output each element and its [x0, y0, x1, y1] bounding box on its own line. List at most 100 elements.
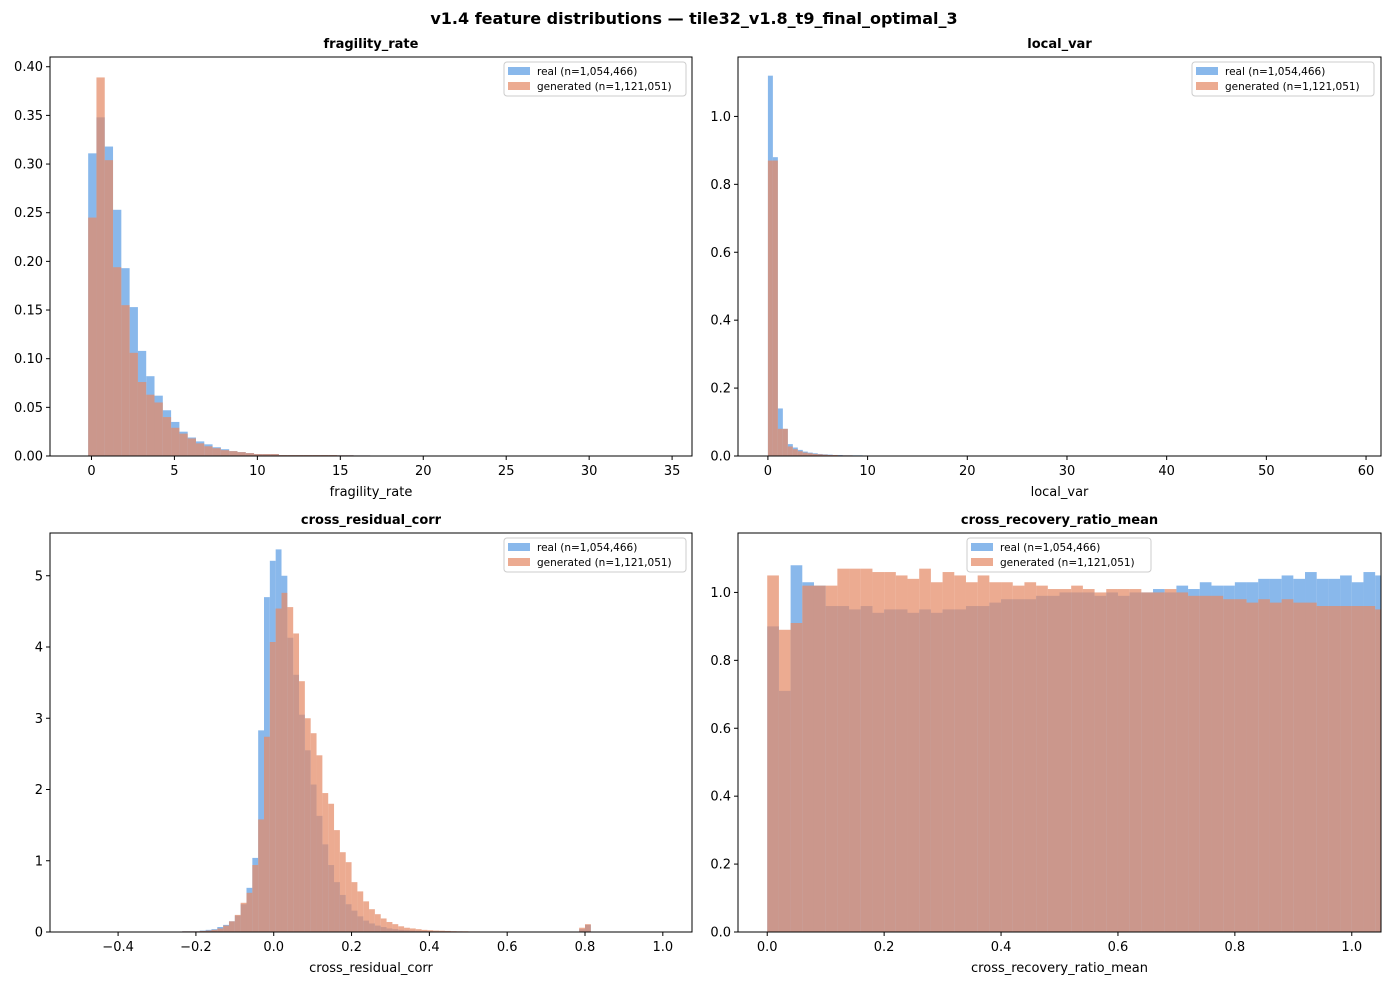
generated-bar	[1269, 602, 1282, 932]
legend-swatch	[1196, 82, 1218, 90]
x-tick-label: 0.4	[419, 940, 440, 955]
generated-bar	[234, 914, 241, 932]
generated-bar	[1071, 585, 1083, 932]
x-tick-label: 0	[764, 464, 772, 479]
generated-bar	[444, 930, 451, 932]
legend-label: generated (n=1,121,051)	[1000, 557, 1135, 569]
generated-bar	[245, 453, 255, 456]
y-tick-label: 0.4	[710, 314, 731, 329]
x-tick-label: 0	[87, 464, 95, 479]
generated-bar	[965, 582, 978, 932]
generated-bar	[825, 585, 838, 932]
generated-bar	[884, 572, 896, 932]
generated-bar	[392, 924, 399, 932]
generated-bar	[137, 382, 147, 456]
generated-bar	[1234, 599, 1247, 932]
generated-bar	[146, 394, 155, 456]
generated-bar	[204, 446, 213, 456]
generated-bar	[797, 451, 803, 456]
y-tick-label: 3	[35, 712, 43, 727]
generated-bar	[304, 718, 311, 932]
y-tick-label: 0.25	[14, 206, 43, 221]
x-tick-label: 20	[959, 464, 976, 479]
generated-bar	[767, 160, 773, 456]
subplot-cross-recovery-ratio-mean: 0.0 0.2 0.4 0.6 0.8 1.0 0.0 0.2 0.4 0.6 0.8 1.0 cros…	[710, 513, 1382, 976]
legend-swatch	[971, 543, 993, 551]
generated-bar	[817, 454, 823, 456]
generated-bar	[849, 568, 861, 932]
generated-bar	[154, 402, 163, 456]
generated-bar	[351, 882, 358, 932]
legend-label: generated (n=1,121,051)	[537, 81, 672, 93]
x-tick-label: 0.4	[991, 940, 1012, 955]
generated-bar	[113, 267, 122, 456]
subplot-local-var: 0 10 20 30 40 50 60 0.0 0.2 0.4 0.6 0.8 1.0 local_var…	[710, 37, 1382, 500]
generated-bar	[264, 736, 270, 932]
generated-bar	[421, 929, 428, 932]
x-tick-label: 40	[1158, 464, 1175, 479]
y-tick-label: 0.15	[14, 304, 43, 319]
generated-bar	[787, 446, 793, 456]
generated-bar	[1281, 599, 1294, 932]
y-tick-label: 0	[35, 926, 43, 941]
x-axis-label: fragility_rate	[330, 485, 413, 500]
legend-label: generated (n=1,121,051)	[1225, 81, 1360, 93]
generated-bar	[792, 449, 798, 456]
generated-bar	[1094, 592, 1107, 932]
generated-bar	[813, 585, 826, 932]
generated-bar	[398, 926, 405, 932]
x-tick-label: −0.2	[180, 940, 212, 955]
generated-bar	[778, 629, 791, 932]
y-tick-label: 0.6	[710, 246, 731, 261]
x-axis-label: cross_recovery_ratio_mean	[971, 961, 1148, 976]
generated-bar	[334, 830, 340, 932]
generated-bar	[1375, 609, 1381, 932]
generated-bar	[954, 575, 966, 932]
generated-bar	[772, 160, 778, 456]
y-tick-label: 5	[35, 569, 43, 584]
y-tick-label: 0.8	[710, 654, 731, 669]
generated-bar	[171, 427, 180, 456]
generated-bar	[205, 930, 212, 932]
generated-bar	[254, 454, 263, 456]
generated-bar	[919, 568, 931, 932]
x-tick-label: −0.4	[102, 940, 134, 955]
generated-bar	[369, 909, 375, 932]
generated-bar	[790, 622, 803, 932]
y-tick-label: 1.0	[710, 110, 731, 125]
generated-bar	[258, 819, 264, 932]
generated-bar	[1001, 582, 1013, 932]
y-tick-label: 0.6	[710, 722, 731, 737]
generated-bar	[409, 928, 416, 932]
legend-frame	[503, 537, 687, 573]
x-tick-label: 25	[498, 464, 515, 479]
generated-bar	[269, 642, 276, 932]
y-tick-label: 0.35	[14, 109, 43, 124]
subplot-title: fragility_rate	[324, 37, 419, 52]
generated-bar	[404, 927, 410, 932]
x-axis-label: cross_residual_corr	[309, 961, 433, 976]
generated-bar	[907, 578, 920, 932]
y-tick-label: 0.30	[14, 158, 43, 173]
generated-bar	[1059, 589, 1072, 932]
generated-bar	[1316, 606, 1329, 932]
generated-bar	[777, 428, 783, 456]
legend-frame	[966, 537, 1152, 573]
y-tick-label: 0.00	[14, 450, 43, 465]
generated-bar	[179, 433, 188, 456]
legend-frame	[1191, 61, 1375, 97]
generated-bar	[386, 922, 393, 932]
generated-bar	[299, 681, 305, 932]
generated-bar	[129, 352, 138, 456]
x-tick-label: 0.6	[1108, 940, 1129, 955]
generated-bar	[275, 608, 282, 932]
generated-bar	[1012, 585, 1025, 932]
legend-swatch	[971, 558, 993, 566]
generated-bar	[252, 865, 259, 932]
bars	[767, 565, 1381, 932]
generated-bar	[281, 592, 288, 932]
x-tick-label: 35	[664, 464, 681, 479]
y-tick-label: 2	[35, 783, 43, 798]
generated-bar	[339, 852, 346, 932]
legend-label: generated (n=1,121,051)	[537, 557, 672, 569]
